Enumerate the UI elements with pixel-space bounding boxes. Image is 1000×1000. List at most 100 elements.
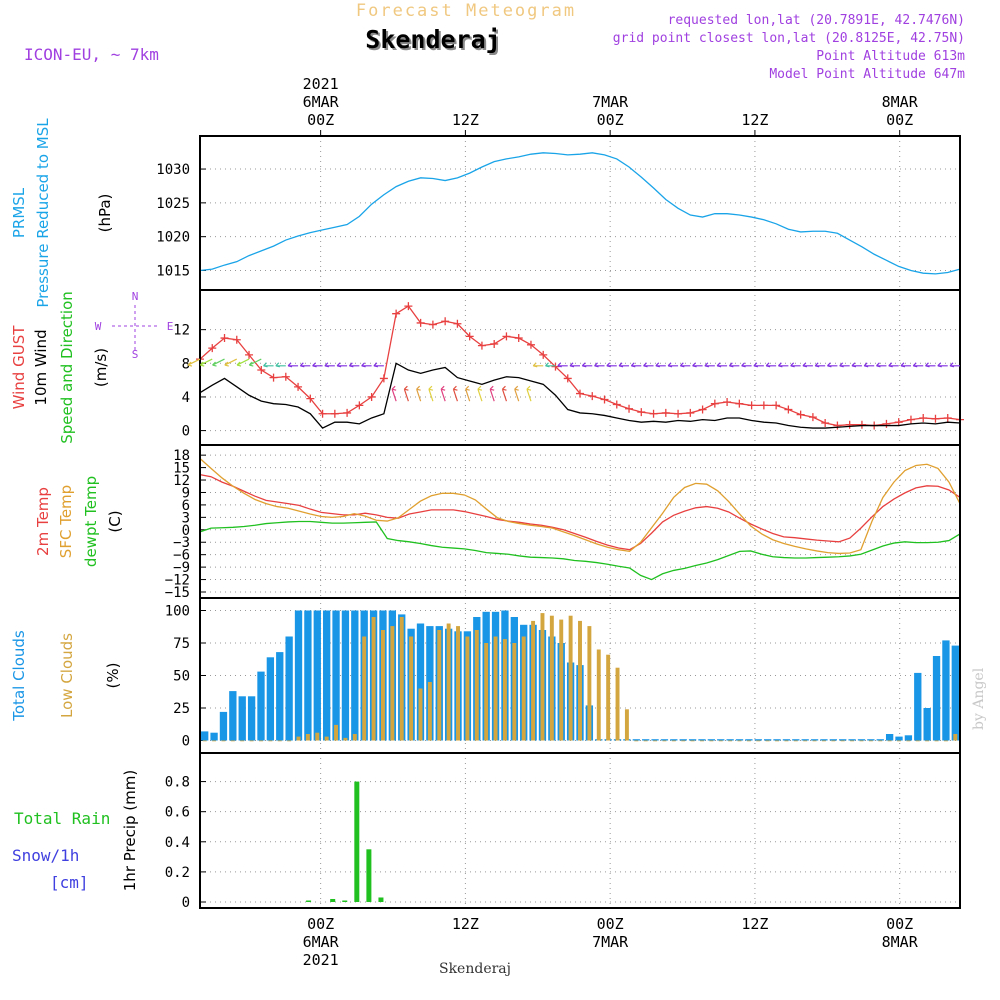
gust-marker [490,339,499,348]
location-title-front: Skenderaj [365,25,500,54]
panel-label: 10m Wind [32,329,50,405]
bar-low_clouds [521,636,526,741]
bar-rain [342,900,348,902]
wind-arrow [199,358,213,367]
bar-low_clouds [268,740,273,742]
bar-total_clouds [839,739,847,741]
bar-total_clouds [660,739,669,741]
panel-label: Speed and Direction [58,291,76,444]
wind-arrow [606,362,617,368]
series-line-sfc [199,457,961,555]
bar-total_clouds [670,739,678,741]
bar-low_clouds [793,740,798,742]
gust-marker [637,408,646,417]
y-tick-label: 0 [182,523,190,539]
bar-low_clouds [390,626,395,741]
bar-low_clouds [324,736,329,741]
bar-total_clouds [885,734,894,741]
unit-label: (C) [106,510,124,532]
bar-total_clouds [754,739,762,741]
wind-arrow [557,362,568,368]
wind-arrow [888,362,899,368]
bar-low_clouds [624,709,629,741]
time-label-top: 00Z [307,111,334,129]
gust-marker [232,335,241,344]
wind-arrow [440,385,446,402]
gust-marker [612,400,621,409]
gust-marker [392,309,401,318]
bar-low_clouds [934,740,939,742]
time-label-bottom: 00Z [886,915,913,933]
wind-arrow [312,362,323,368]
gust-marker [355,401,364,410]
bar-total_clouds [201,731,209,741]
unit-label: (hPa) [96,194,114,233]
wind-arrow [324,362,335,368]
panel-clouds: 0 25 50 75 100 Total Clouds Low Clouds (%) [10,597,961,754]
panel-label: Wind GUST [10,325,28,410]
panel-label: 2m Temp [34,487,52,556]
time-label-bottom: 00Z [597,915,624,933]
panel-labels: Total Rain Snow/1h [cm] 1hr Precip (mm) [12,770,139,892]
wind-arrow [876,362,887,368]
bar-low_clouds [493,636,498,741]
point-altitude: Point Altitude 613m [816,49,965,64]
bar-total_clouds [782,739,791,741]
time-label-bottom: 12Z [452,915,479,933]
wind-arrow [802,362,813,368]
wind-arrow [275,362,286,368]
bar-low_clouds [221,740,226,742]
wind-arrow [630,362,642,368]
panel-labels: Total Clouds Low Clouds (%) [10,630,122,722]
y-tick-label: 100 [165,604,190,620]
bar-total_clouds [867,739,875,741]
wind-arrow [532,362,544,368]
wind-arrow [236,358,250,367]
product-title: Forecast Meteogram [356,1,576,21]
panel-label: dewpt Temp [82,476,100,567]
gust-marker [808,413,817,422]
wind-arrow [428,385,434,402]
gust-marker [269,373,278,382]
bar-low_clouds [878,740,883,742]
gust-marker [404,302,413,311]
time-label-top: 12Z [452,111,479,129]
compass-cross [112,305,160,350]
bar-low_clouds [334,724,339,741]
bar-low_clouds [240,740,245,742]
gridpoint-coords: grid point closest lon,lat (20.8125E, 42… [613,31,965,46]
gust-marker [784,405,793,414]
wind-arrow [949,362,960,368]
gust-marker [600,395,609,404]
bar-total_clouds [219,711,228,741]
chart-header: Forecast Meteogram Skenderaj Skenderaj I… [24,1,987,977]
gust-marker [441,317,450,326]
y-tick-label: 0.8 [165,775,190,791]
wind-arrow [667,362,679,368]
bar-total_clouds [416,623,425,741]
y-tick-label: 25 [173,701,190,717]
bar-total_clouds [688,739,697,741]
unit-label: (m/s) [92,348,110,387]
bar-total_clouds [951,645,959,741]
bar-total_clouds [698,739,706,741]
gust-marker [588,392,597,401]
panel-label: Total Clouds [10,630,28,722]
bar-total_clouds [820,739,828,741]
bar-total_clouds [341,610,350,741]
model-name: ICON-EU, ~ 7km [24,45,159,64]
bar-low_clouds [559,619,564,741]
bar-low_clouds [474,630,479,741]
wind-arrow [655,362,666,368]
wind-arrow [212,358,225,367]
y-tick-label: 1015 [156,263,190,279]
gust-marker [514,334,523,343]
panel-label: PRMSL [10,187,28,238]
y-tick-label: 15 [173,461,190,477]
gust-marker [220,334,229,343]
label-snow: Snow/1h [12,846,79,865]
panel-labels: 2m Temp SFC Temp dewpt Temp (C) [34,476,124,567]
